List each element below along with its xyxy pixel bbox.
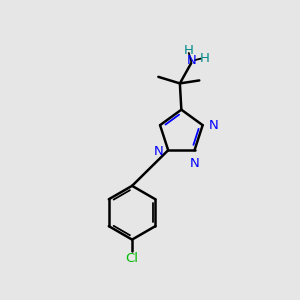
Text: N: N — [187, 54, 197, 67]
Text: Cl: Cl — [126, 252, 139, 265]
Text: H: H — [184, 44, 194, 57]
Text: N: N — [190, 157, 200, 170]
Text: H: H — [200, 52, 209, 65]
Text: N: N — [153, 145, 163, 158]
Text: N: N — [208, 119, 218, 132]
